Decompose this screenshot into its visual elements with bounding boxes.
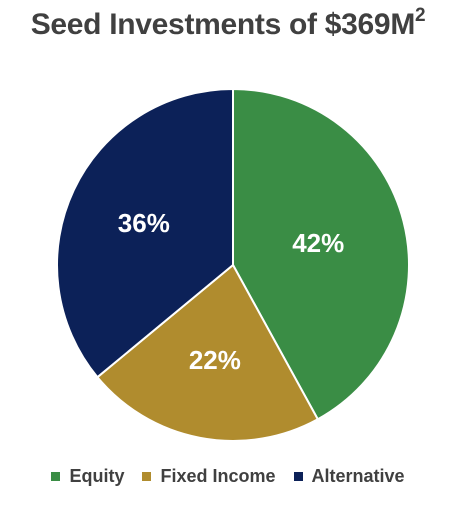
pie-slice-equity: [232, 88, 410, 421]
pie-slice-alternative: [56, 88, 234, 379]
legend-swatch-fixed-income: [142, 472, 152, 481]
legend-label-fixed-income: Fixed Income: [160, 466, 276, 486]
legend-label-alternative: Alternative: [311, 466, 405, 486]
legend-label-equity: Equity: [69, 466, 125, 486]
slice-label-alternative: 36%: [118, 208, 170, 238]
pie-slice-fixed-income: [96, 264, 319, 442]
legend: Equity Fixed Income Alternative: [0, 466, 456, 487]
slice-label-fixed-income: 22%: [189, 345, 241, 375]
legend-item-fixed-income: Fixed Income: [142, 466, 276, 487]
legend-swatch-alternative: [293, 472, 303, 481]
pie-slices: [56, 88, 410, 442]
slice-label-equity: 42%: [292, 228, 344, 258]
legend-item-equity: Equity: [51, 466, 124, 487]
chart-title-text: Seed Investments of $369M: [30, 8, 416, 41]
legend-swatch-equity: [51, 472, 61, 481]
chart-title: Seed Investments of $369M2: [0, 5, 456, 42]
legend-item-alternative: Alternative: [293, 466, 405, 487]
chart-title-superscript: 2: [415, 5, 426, 26]
